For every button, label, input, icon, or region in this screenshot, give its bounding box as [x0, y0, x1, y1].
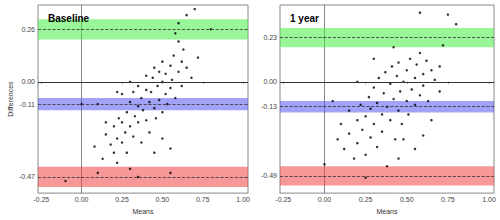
- svg-text:0.25: 0.25: [359, 196, 373, 203]
- svg-text:0.26: 0.26: [21, 26, 35, 33]
- svg-text:-0.49: -0.49: [261, 172, 277, 179]
- svg-text:0.00: 0.00: [318, 196, 332, 203]
- svg-text:0.00: 0.00: [263, 78, 277, 85]
- svg-text:Means: Means: [376, 208, 398, 215]
- svg-text:0.23: 0.23: [263, 34, 277, 41]
- svg-text:1.00: 1.00: [236, 196, 250, 203]
- svg-text:Means: Means: [132, 208, 154, 215]
- svg-text:-0.25: -0.25: [33, 196, 49, 203]
- svg-text:-0.25: -0.25: [275, 196, 291, 203]
- svg-text:0.00: 0.00: [21, 78, 35, 85]
- svg-text:0.50: 0.50: [156, 196, 170, 203]
- svg-text:0.75: 0.75: [441, 196, 455, 203]
- svg-text:1 year: 1 year: [290, 13, 319, 24]
- svg-text:Differences: Differences: [7, 81, 14, 117]
- svg-text:-0.13: -0.13: [261, 103, 277, 110]
- svg-text:0.00: 0.00: [75, 196, 89, 203]
- svg-text:-0.11: -0.11: [20, 101, 36, 108]
- svg-text:Baseline: Baseline: [48, 13, 90, 24]
- svg-text:1.00: 1.00: [482, 196, 496, 203]
- svg-text:0.50: 0.50: [400, 196, 414, 203]
- svg-text:-0.47: -0.47: [19, 173, 35, 180]
- svg-text:0.75: 0.75: [196, 196, 210, 203]
- svg-text:0.25: 0.25: [115, 196, 129, 203]
